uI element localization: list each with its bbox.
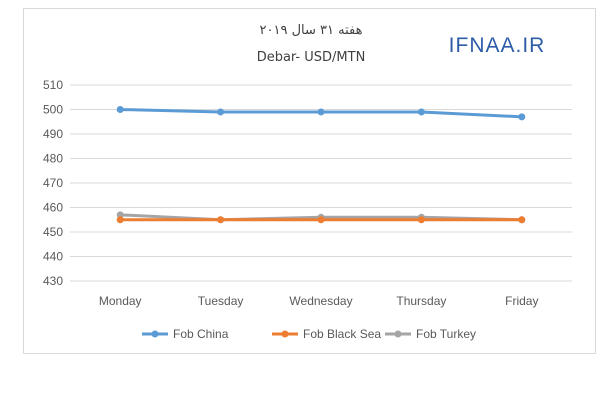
data-point xyxy=(217,216,225,224)
x-tick-label: Monday xyxy=(99,294,142,308)
y-tick-label: 510 xyxy=(43,78,63,92)
legend-label: Fob Turkey xyxy=(416,327,476,341)
legend-marker xyxy=(394,330,402,338)
y-tick-label: 440 xyxy=(43,250,63,264)
y-tick-label: 450 xyxy=(43,225,63,239)
y-tick-label: 490 xyxy=(43,127,63,141)
x-axis-tick-labels: Monday Tuesday Wednesday Thursday Friday xyxy=(99,294,539,308)
chart-title: هفته ۳۱ سال ۲۰۱۹ xyxy=(260,23,363,38)
legend-item: Fob Black Sea xyxy=(272,327,381,341)
series-fob-china xyxy=(116,106,526,121)
series-fob-black-sea xyxy=(116,216,526,224)
watermark-logo: IFNAA.IR xyxy=(449,34,546,57)
data-point xyxy=(116,216,124,224)
legend-item: Fob Turkey xyxy=(385,327,476,341)
data-point xyxy=(317,108,325,116)
y-tick-label: 500 xyxy=(43,103,63,117)
legend: Fob China Fob Black Sea Fob Turkey xyxy=(142,327,476,341)
chart-subtitle: Debar- USD/MTN xyxy=(257,50,366,65)
y-tick-label: 470 xyxy=(43,176,63,190)
x-tick-label: Thursday xyxy=(396,294,446,308)
legend-label: Fob China xyxy=(173,327,229,341)
gridlines xyxy=(70,84,572,282)
data-point xyxy=(217,108,225,116)
data-point xyxy=(518,216,526,224)
data-point xyxy=(518,113,526,121)
data-point xyxy=(116,211,124,219)
y-tick-label: 460 xyxy=(43,201,63,215)
y-axis-tick-labels: 430 440 450 460 470 480 490 500 510 xyxy=(43,78,63,288)
legend-marker xyxy=(151,330,159,338)
data-point xyxy=(417,108,425,116)
data-point xyxy=(317,216,325,224)
data-point xyxy=(116,106,124,113)
x-tick-label: Wednesday xyxy=(289,294,352,308)
legend-marker xyxy=(281,330,289,338)
chart-frame: هفته ۳۱ سال ۲۰۱۹ Debar- USD/MTN IFNAA.IR… xyxy=(23,8,596,354)
x-tick-label: Tuesday xyxy=(198,294,244,308)
legend-label: Fob Black Sea xyxy=(303,327,381,341)
x-tick-label: Friday xyxy=(505,294,538,308)
data-point xyxy=(417,216,425,224)
line-chart: هفته ۳۱ سال ۲۰۱۹ Debar- USD/MTN IFNAA.IR… xyxy=(43,23,572,341)
y-tick-label: 480 xyxy=(43,152,63,166)
legend-item: Fob China xyxy=(142,327,229,341)
series-lines xyxy=(116,106,526,224)
y-tick-label: 430 xyxy=(43,274,63,288)
